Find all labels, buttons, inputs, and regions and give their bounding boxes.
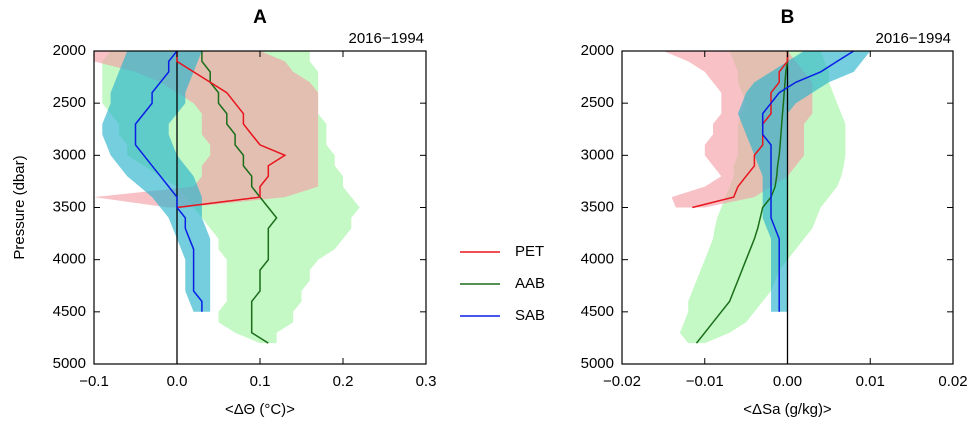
- y-tick-label: 2500: [53, 94, 86, 111]
- x-axis-label: <ΔSa (g/kg)>: [743, 401, 832, 418]
- profile-line: [134, 50, 203, 312]
- x-tick-label: 0.3: [416, 373, 437, 390]
- uncertainty-band: [737, 51, 871, 312]
- uncertainty-band: [102, 51, 211, 312]
- chart-title: B: [781, 7, 795, 28]
- y-tick-label: 4000: [53, 251, 86, 268]
- x-tick-label: −0.1: [79, 373, 109, 390]
- y-axis-label: Pressure (dbar): [11, 155, 28, 259]
- x-axis-label: <ΔΘ (°C)>: [225, 401, 295, 418]
- y-tick-label: 2500: [581, 94, 614, 111]
- x-tick-label: −0.02: [603, 373, 641, 390]
- y-tick-label: 2000: [581, 42, 614, 59]
- y-tick-label: 4000: [581, 251, 614, 268]
- annotation: 2016−1994: [349, 30, 425, 47]
- legend-label: SAB: [515, 307, 545, 324]
- y-tick-label: 4500: [53, 303, 86, 320]
- annotation: 2016−1994: [876, 30, 952, 47]
- legend-label: AAB: [515, 275, 545, 292]
- legend-label: PET: [515, 243, 544, 260]
- chart-title: A: [253, 7, 267, 28]
- profile-line: [761, 50, 855, 312]
- y-tick-label: 5000: [581, 355, 614, 372]
- y-tick-label: 3500: [53, 198, 86, 215]
- x-tick-label: 0.1: [250, 373, 271, 390]
- x-tick-label: 0.01: [856, 373, 885, 390]
- x-tick-label: 0.00: [773, 373, 802, 390]
- x-tick-label: −0.01: [686, 373, 724, 390]
- uncertainty-band: [94, 51, 319, 208]
- y-tick-label: 3000: [581, 146, 614, 163]
- y-tick-label: 2000: [53, 42, 86, 59]
- y-tick-label: 4500: [581, 303, 614, 320]
- profile-line: [176, 51, 287, 209]
- x-tick-label: 0.0: [167, 373, 188, 390]
- uncertainty-band: [679, 51, 846, 344]
- x-tick-label: 0.2: [333, 373, 354, 390]
- y-tick-label: 5000: [53, 355, 86, 372]
- y-tick-label: 3000: [53, 146, 86, 163]
- y-tick-label: 3500: [581, 198, 614, 215]
- x-tick-label: 0.02: [938, 373, 967, 390]
